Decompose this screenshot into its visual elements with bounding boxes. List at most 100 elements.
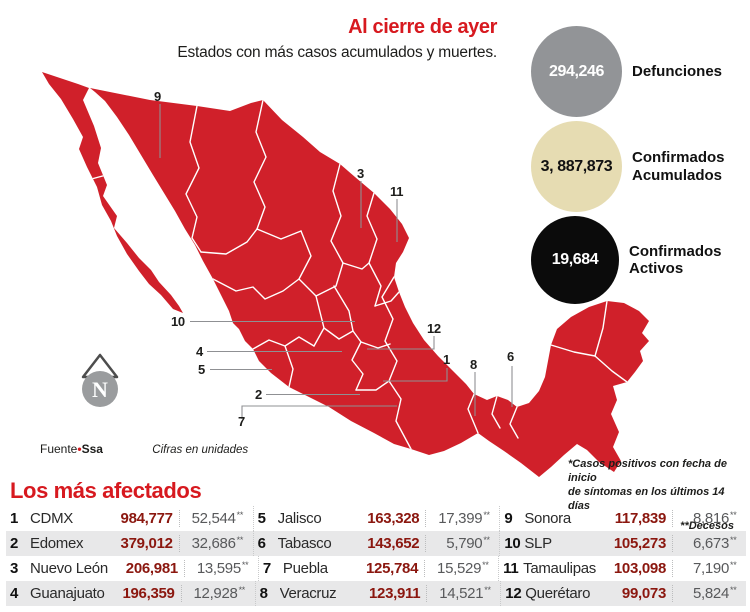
rank: 7 [262, 560, 271, 577]
deaths-asterisks: ** [483, 534, 490, 545]
table-row: 1 CDMX 984,777 52,544 ** 5 Jalisco 163,3… [6, 506, 746, 531]
divider [672, 560, 673, 577]
cases-value: 123,911 [368, 585, 421, 602]
state-name: SLP [524, 535, 552, 552]
cases-value: 196,359 [122, 585, 175, 602]
deaths-value: 17,399 [438, 510, 483, 527]
state-borders [185, 99, 628, 450]
map-label-10: 10 [171, 314, 185, 329]
stat-confirmed-accumulated: 3, 887,873 Confirmados Acumulados [531, 121, 725, 212]
table-cell-tabasco: 6 Tabasco 143,652 5,790 ** [252, 531, 500, 556]
rank: 3 [10, 560, 19, 577]
compass-north-icon: N [81, 353, 119, 407]
state-name: Puebla [282, 560, 328, 577]
deaths-value: 8,816 [692, 510, 729, 527]
divider [178, 535, 180, 552]
deaths-asterisks: ** [484, 584, 491, 595]
map-label-5: 5 [198, 362, 205, 377]
state-name: Veracruz [279, 585, 337, 602]
map-label-4: 4 [196, 344, 203, 359]
table-cell-cdmx: 1 CDMX 984,777 52,544 ** [6, 506, 253, 531]
map-label-2: 2 [255, 387, 262, 402]
divider [672, 585, 673, 602]
deaths-value: 12,928 [193, 585, 238, 602]
page-subtitle: Estados con más casos acumulados y muert… [177, 44, 497, 61]
deaths-circle: 294,246 [531, 26, 622, 117]
cases-value: 143,652 [367, 535, 420, 552]
confirmed-accumulated-circle: 3, 887,873 [531, 121, 622, 212]
state-name: Nuevo León [30, 560, 108, 577]
source-line: Fuente•Ssa Cifras en unidades [40, 442, 248, 456]
deaths-value: 7,190 [692, 560, 729, 577]
deaths-asterisks: ** [730, 509, 737, 520]
divider [178, 510, 180, 527]
confirmed-accumulated-label: Confirmados Acumulados [632, 149, 725, 184]
footnote: *Casos positivos con fecha de inicio de … [568, 458, 734, 534]
table-cell-edomex: 2 Edomex 379,012 32,686 ** [6, 531, 253, 556]
deaths-value: 14,521 [439, 585, 484, 602]
rank: 4 [10, 585, 19, 602]
map-label-12: 12 [427, 321, 441, 336]
cases-value: 105,273 [613, 535, 666, 552]
table-cell-puebla: 7 Puebla 125,784 15,529 ** [257, 556, 498, 581]
rank: 5 [257, 510, 266, 527]
table-cell-guanajuato: 4 Guanajuato 196,359 12,928 ** [6, 581, 255, 606]
divider [180, 585, 182, 602]
page-title: Al cierre de ayer [348, 16, 497, 38]
deaths-value: 52,544 [191, 510, 236, 527]
rank: 11 [503, 560, 519, 577]
cases-value: 206,981 [125, 560, 178, 577]
deaths-value: 6,673 [692, 535, 729, 552]
table-row: 3 Nuevo León 206,981 13,595 ** 7 Puebla … [6, 556, 746, 581]
rank: 10 [504, 535, 521, 552]
deaths-asterisks: ** [730, 559, 737, 570]
deaths-asterisks: ** [730, 534, 737, 545]
header: Al cierre de ayer Estados con más casos … [177, 16, 497, 62]
deaths-asterisks: ** [241, 559, 249, 570]
map-label-9: 9 [154, 89, 161, 104]
cases-value: 117,839 [614, 510, 667, 527]
stat-deaths: 294,246 Defunciones [531, 26, 725, 117]
deaths-value: 15,529 [437, 560, 482, 577]
footnote-line1: *Casos positivos con fecha de inicio [568, 458, 727, 484]
deaths-value: 32,686 [191, 535, 236, 552]
deaths-asterisks: ** [730, 584, 737, 595]
divider [424, 560, 426, 577]
rank: 8 [259, 585, 268, 602]
confirmed-active-circle: 19,684 [531, 216, 619, 304]
rank: 9 [504, 510, 513, 527]
divider [426, 585, 428, 602]
source-prefix: Fuente [40, 442, 78, 456]
cases-value: 163,328 [367, 510, 420, 527]
state-name: Edomex [30, 535, 84, 552]
table-cell-sonora: 9 Sonora 117,839 8,816 ** [499, 506, 746, 531]
deaths-footnote: **Decesos [680, 519, 734, 532]
state-name: Tabasco [277, 535, 332, 552]
table-cell-tamaulipas: 11 Tamaulipas 103,098 7,190 ** [498, 556, 746, 581]
deaths-asterisks: ** [482, 559, 489, 570]
source-bullet-icon: • [77, 442, 82, 456]
deaths-value: 13,595 [196, 560, 241, 577]
map-label-3: 3 [357, 166, 364, 181]
table-title: Los más afectados [10, 478, 202, 503]
state-name: Tamaulipas [523, 560, 596, 577]
deaths-label: Defunciones [632, 62, 723, 80]
map-label-8: 8 [470, 357, 477, 372]
divider [672, 510, 673, 527]
cases-value: 99,073 [621, 585, 666, 602]
footnote-line2: de síntomas en los últimos 14 días [568, 485, 725, 512]
table-cell-slp: 10 SLP 105,273 6,673 ** [499, 531, 746, 556]
compass-letter: N [92, 377, 108, 402]
divider [672, 535, 673, 552]
mainland-shape [90, 88, 649, 477]
deaths-value: 5,790 [446, 535, 483, 552]
map-label-6: 6 [507, 349, 514, 364]
divider [183, 560, 185, 577]
deaths-asterisks: ** [238, 584, 246, 595]
map-label-11: 11 [390, 184, 404, 199]
state-name: Querétaro [525, 585, 591, 602]
cases-value: 125,784 [366, 560, 419, 577]
leader-lines [159, 104, 513, 419]
affected-states-table: 1 CDMX 984,777 52,544 ** 5 Jalisco 163,3… [6, 506, 746, 606]
